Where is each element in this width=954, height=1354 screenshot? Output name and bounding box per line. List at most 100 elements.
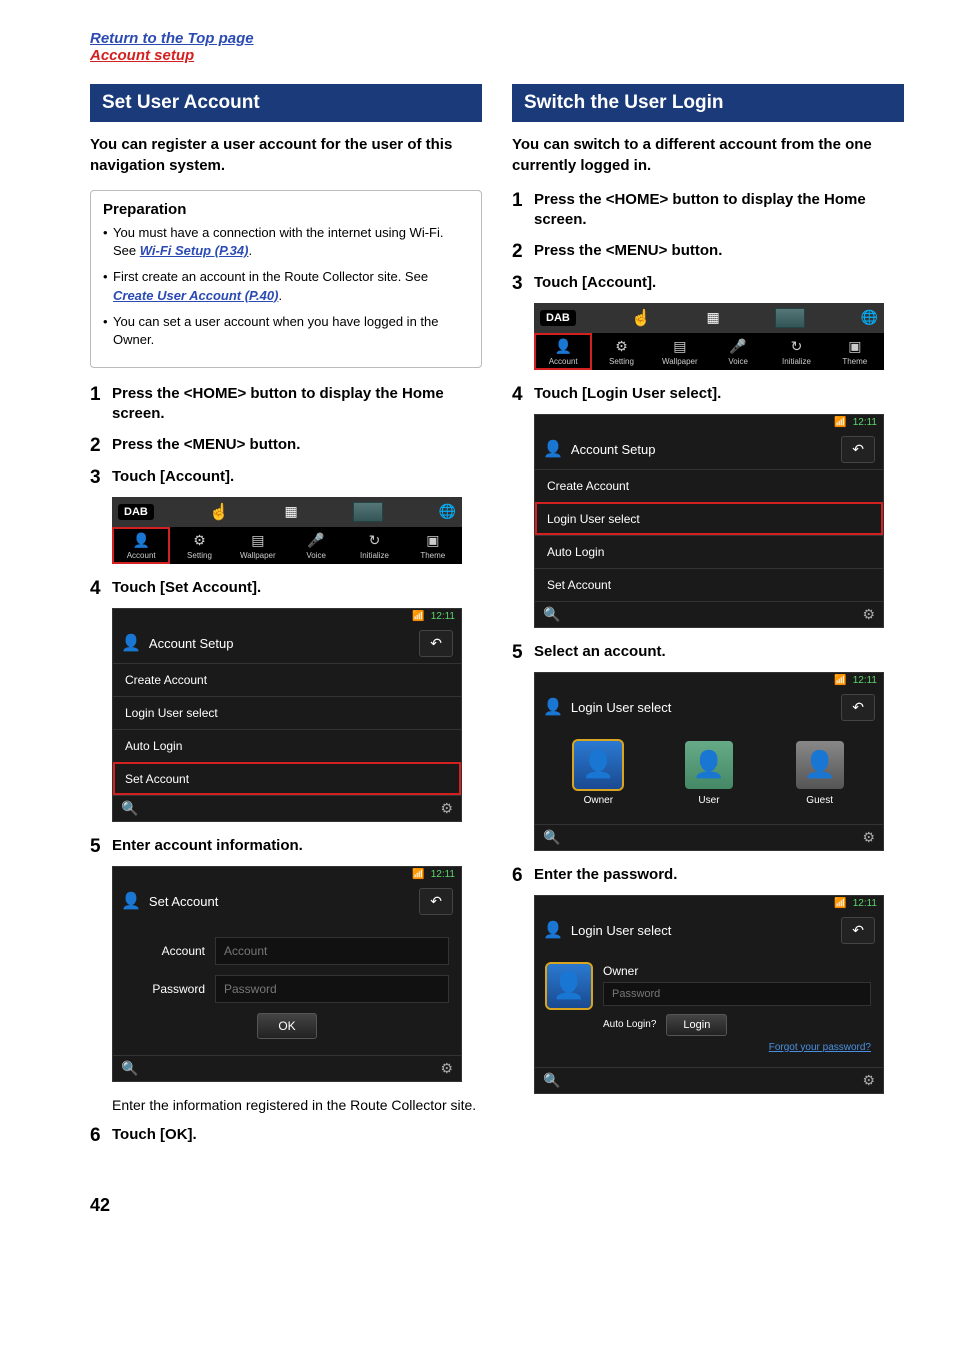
section-header: Set User Account xyxy=(90,84,482,122)
step-number: 4 xyxy=(512,384,534,406)
password-input[interactable]: Password xyxy=(215,975,449,1003)
map-thumb xyxy=(353,502,383,522)
left-column: Set User Account You can register a user… xyxy=(90,84,482,1155)
step-text: Touch [Set Account]. xyxy=(112,578,261,598)
menu-login-select[interactable]: Login User select xyxy=(535,502,883,535)
ok-button[interactable]: OK xyxy=(257,1013,316,1039)
search-icon[interactable]: 🔍 xyxy=(121,800,138,817)
screen-title: Account Setup xyxy=(571,442,841,457)
settings-icon[interactable]: ⚙ xyxy=(862,829,875,846)
step-number: 6 xyxy=(512,865,534,887)
menu-auto-login[interactable]: Auto Login xyxy=(535,535,883,568)
person-icon: 👤 xyxy=(112,531,170,551)
user-owner[interactable]: 👤Owner xyxy=(574,741,622,806)
screen-title: Account Setup xyxy=(149,636,419,651)
prep-item: You can set a user account when you have… xyxy=(103,313,469,349)
step-text: Select an account. xyxy=(534,642,666,662)
step-number: 5 xyxy=(512,642,534,664)
ql-account[interactable]: 👤Account xyxy=(112,527,170,564)
create-account-link[interactable]: Create User Account (P.40) xyxy=(113,288,278,303)
refresh-icon: ↻ xyxy=(345,531,403,551)
gear-icon: ⚙ xyxy=(170,531,228,551)
person-icon: 👤 xyxy=(543,697,563,717)
forgot-password-link[interactable]: Forgot your password? xyxy=(603,1042,871,1053)
step-number: 5 xyxy=(90,836,112,858)
login-button[interactable]: Login xyxy=(666,1014,727,1036)
settings-icon[interactable]: ⚙ xyxy=(862,606,875,623)
dab-badge: DAB xyxy=(118,504,154,520)
ql-theme[interactable]: ▣Theme xyxy=(826,333,884,370)
ql-account[interactable]: 👤Account xyxy=(534,333,592,370)
wifi-setup-link[interactable]: Wi-Fi Setup (P.34) xyxy=(140,243,249,258)
account-setup-screenshot: 📶12:11 👤Account Setup↶ Create Account Lo… xyxy=(534,414,904,628)
menu-auto-login[interactable]: Auto Login xyxy=(113,729,461,762)
step-number: 4 xyxy=(90,578,112,600)
settings-icon[interactable]: ⚙ xyxy=(440,1060,453,1077)
person-icon: 👤 xyxy=(543,920,563,940)
step-text: Touch [Account]. xyxy=(112,467,234,487)
menu-create-account[interactable]: Create Account xyxy=(535,469,883,502)
quicklaunch-screenshot: DAB ☝ ▦ 🌐 👤Account ⚙Setting ▤Wallpaper 🎤… xyxy=(534,303,904,370)
screen-title: Login User select xyxy=(571,923,841,938)
password-input[interactable]: Password xyxy=(603,982,871,1006)
ql-initialize[interactable]: ↻Initialize xyxy=(345,527,403,564)
right-column: Switch the User Login You can switch to … xyxy=(512,84,904,1155)
back-button[interactable]: ↶ xyxy=(419,888,453,915)
globe-icon: 🌐 xyxy=(861,309,878,326)
step-text: Press the <HOME> button to display the H… xyxy=(112,384,482,425)
step-number: 1 xyxy=(512,190,534,212)
avatar-icon: 👤 xyxy=(796,741,844,789)
hand-icon: ☝ xyxy=(209,502,229,522)
ql-voice[interactable]: 🎤Voice xyxy=(287,527,345,564)
step-text: Touch [OK]. xyxy=(112,1125,197,1145)
map-thumb xyxy=(775,308,805,328)
prep-item: You must have a connection with the inte… xyxy=(103,224,469,260)
ql-setting[interactable]: ⚙Setting xyxy=(170,527,228,564)
step-text: Press the <MENU> button. xyxy=(534,241,722,261)
step-text: Enter the password. xyxy=(534,865,677,885)
wifi-icon: 📶 xyxy=(834,675,846,686)
ql-voice[interactable]: 🎤Voice xyxy=(709,333,767,370)
set-account-form-screenshot: 📶12:11 👤Set Account↶ AccountAccount Pass… xyxy=(112,866,482,1082)
quicklaunch-screenshot: DAB ☝ ▦ 🌐 👤Account ⚙Setting ▤Wallpaper 🎤… xyxy=(112,497,482,564)
wifi-icon: 📶 xyxy=(834,417,846,428)
search-icon[interactable]: 🔍 xyxy=(121,1060,138,1077)
menu-set-account[interactable]: Set Account xyxy=(113,762,461,795)
account-input[interactable]: Account xyxy=(215,937,449,965)
ql-initialize[interactable]: ↻Initialize xyxy=(767,333,825,370)
avatar-icon: 👤 xyxy=(547,964,591,1008)
avatar-icon: 👤 xyxy=(685,741,733,789)
wifi-icon: 📶 xyxy=(412,869,424,880)
user-guest[interactable]: 👤Guest xyxy=(796,741,844,806)
search-icon[interactable]: 🔍 xyxy=(543,1072,560,1089)
ql-setting[interactable]: ⚙Setting xyxy=(592,333,650,370)
username-text: Owner xyxy=(603,964,871,978)
ql-wallpaper[interactable]: ▤Wallpaper xyxy=(229,527,287,564)
back-button[interactable]: ↶ xyxy=(419,630,453,657)
account-setup-screenshot: 📶12:11 👤Account Setup↶ Create Account Lo… xyxy=(112,608,482,822)
back-button[interactable]: ↶ xyxy=(841,917,875,944)
menu-login-select[interactable]: Login User select xyxy=(113,696,461,729)
clock: 12:11 xyxy=(853,898,877,909)
back-button[interactable]: ↶ xyxy=(841,694,875,721)
search-icon[interactable]: 🔍 xyxy=(543,829,560,846)
person-icon: 👤 xyxy=(121,891,141,911)
back-button[interactable]: ↶ xyxy=(841,436,875,463)
settings-icon[interactable]: ⚙ xyxy=(440,800,453,817)
return-link[interactable]: Return to the Top page xyxy=(90,30,904,47)
user-select-screenshot: 📶12:11 👤Login User select↶ 👤Owner 👤User … xyxy=(534,672,904,851)
intro-text: You can register a user account for the … xyxy=(90,134,482,176)
menu-create-account[interactable]: Create Account xyxy=(113,663,461,696)
menu-set-account[interactable]: Set Account xyxy=(535,568,883,601)
grid-icon: ▦ xyxy=(285,503,298,520)
user-user[interactable]: 👤User xyxy=(685,741,733,806)
ql-theme[interactable]: ▣Theme xyxy=(404,527,462,564)
search-icon[interactable]: 🔍 xyxy=(543,606,560,623)
settings-icon[interactable]: ⚙ xyxy=(862,1072,875,1089)
account-setup-link[interactable]: Account setup xyxy=(90,47,904,64)
step-number: 2 xyxy=(512,241,534,263)
ql-wallpaper[interactable]: ▤Wallpaper xyxy=(651,333,709,370)
account-label: Account xyxy=(125,944,205,958)
screen-title: Set Account xyxy=(149,894,419,909)
hand-icon: ☝ xyxy=(631,308,651,328)
